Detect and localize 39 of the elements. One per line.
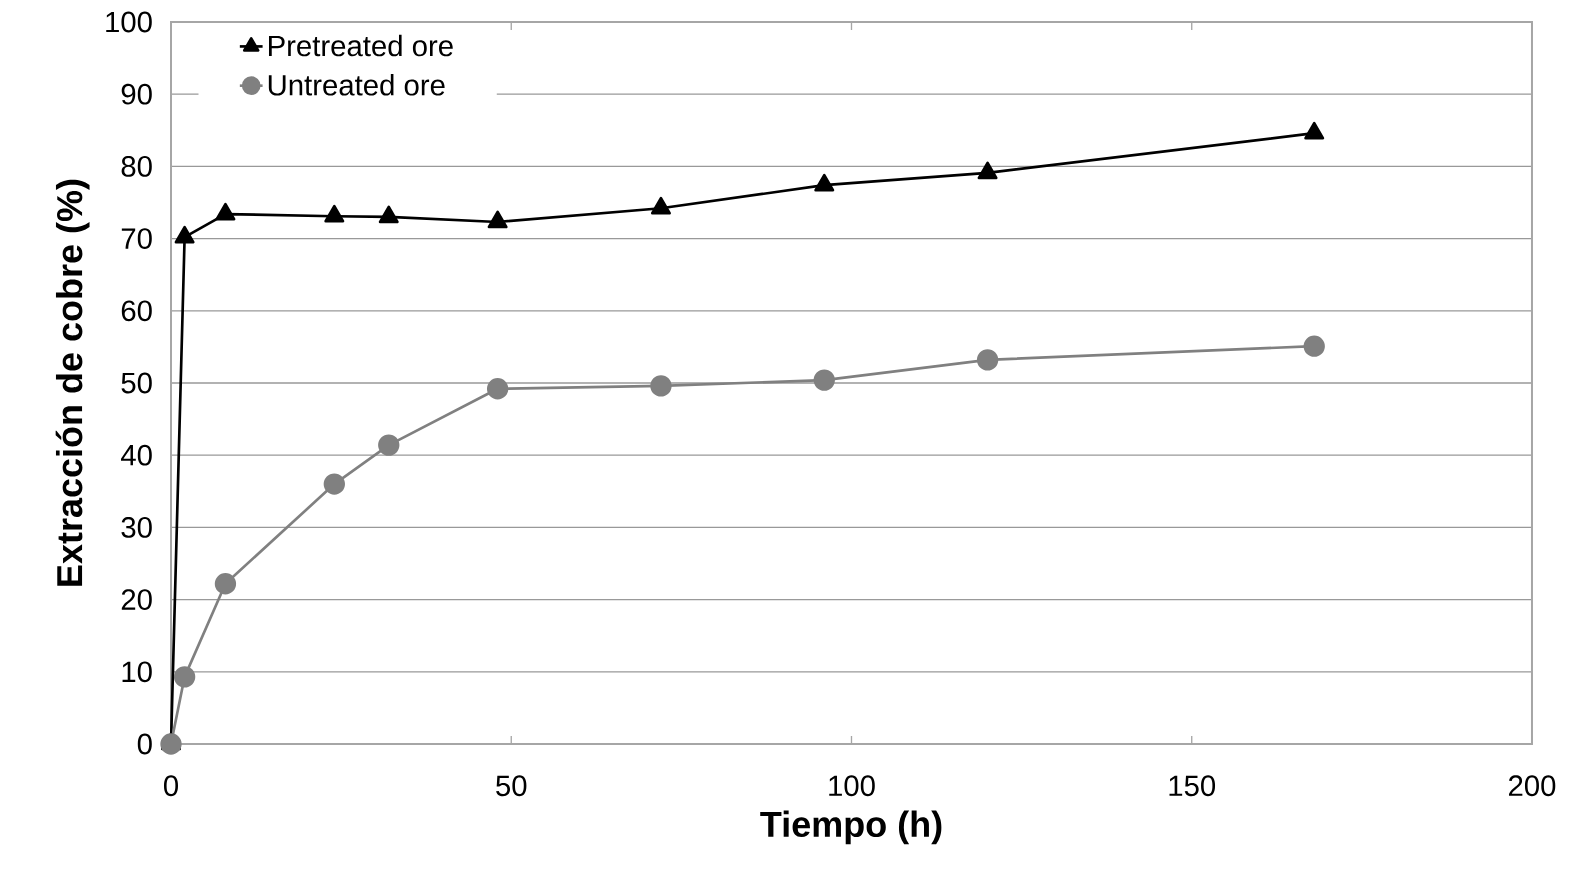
point [976,349,999,371]
point [487,210,508,229]
y-tick-label: 10 [122,661,152,683]
point [650,196,671,215]
y-tick-label: 0 [137,733,152,755]
x-tick-label: 150 [1169,775,1216,797]
point [378,434,400,456]
y-tick-label: 90 [121,83,152,105]
legend-label: Pretreated ore [269,34,453,57]
x-tick-label: 100 [829,775,875,797]
y-tick-label: 100 [106,11,152,33]
point [378,205,399,224]
point [323,473,345,495]
x-tick-label: 0 [164,775,179,797]
y-tick-label: 20 [121,589,152,610]
x-tick-label: 50 [496,775,527,797]
point [160,733,182,755]
point [486,378,509,400]
point [324,204,345,223]
point [214,573,237,595]
point [650,375,672,397]
x-tick-label: 200 [1509,775,1556,797]
y-tick-label: 80 [121,156,152,177]
point [813,369,835,391]
point [173,666,196,688]
point [174,225,195,244]
legend-label: Untreated ore [268,74,445,96]
point [814,173,835,192]
y-tick-label: 40 [121,444,152,466]
y-axis-title: Extracción de cobre (%) [55,179,90,586]
y-tick-label: 30 [121,517,152,538]
x-axis-title: Tiempo (h) [760,810,942,845]
y-tick-label: 70 [121,228,152,249]
point [1304,121,1325,140]
point [1303,335,1325,357]
y-tick-label: 60 [121,300,152,322]
y-tick-label: 50 [121,372,152,394]
point [215,202,236,221]
point [977,161,998,180]
